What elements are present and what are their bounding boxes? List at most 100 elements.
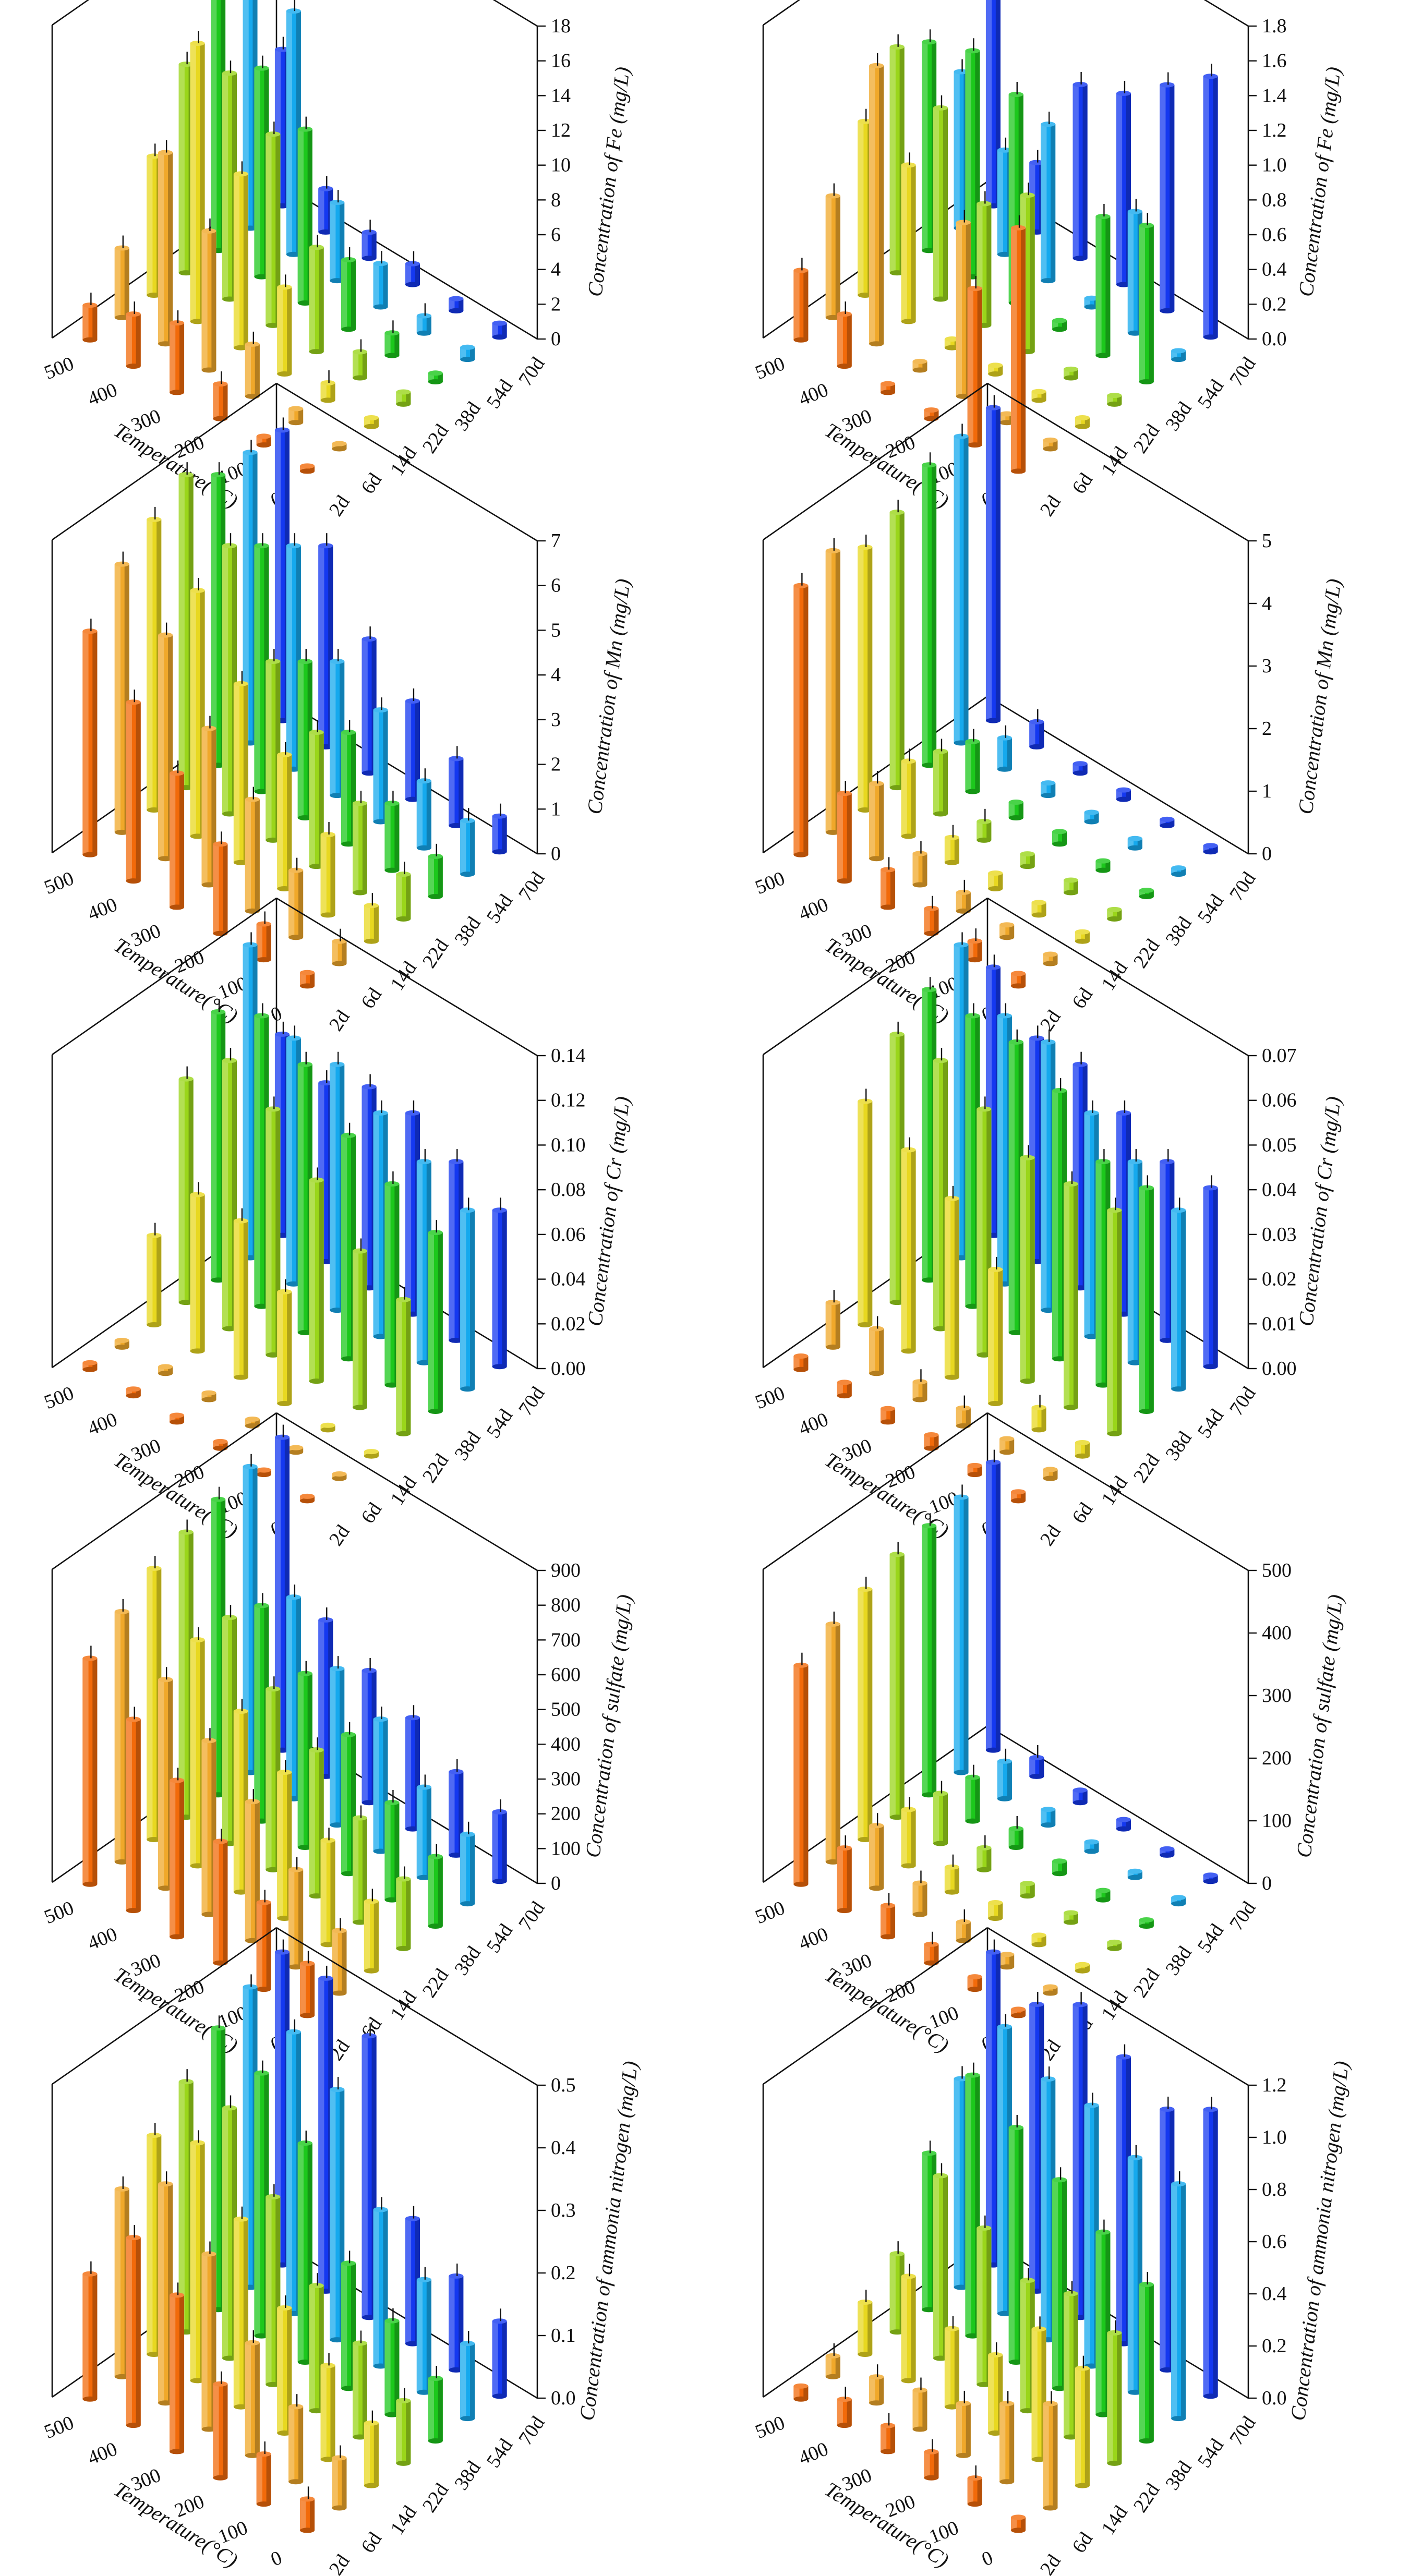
bar-highlight xyxy=(1064,1913,1070,1922)
bar-highlight xyxy=(286,546,293,769)
temperature-tick-label: 400 xyxy=(85,1408,120,1440)
bar-base xyxy=(1127,2389,1142,2395)
bar-shadow xyxy=(284,1437,290,1750)
bar-top xyxy=(297,126,312,132)
bar-top xyxy=(114,561,129,567)
bar-shadow xyxy=(1062,320,1067,330)
bar-shadow xyxy=(1084,418,1090,427)
bar-shadow xyxy=(296,546,301,769)
temperature-tick-label: 500 xyxy=(41,867,77,899)
bar-highlight xyxy=(793,2386,800,2399)
bar-base xyxy=(277,1401,292,1407)
bar-top xyxy=(190,587,205,593)
day-tick-label: 70d xyxy=(514,868,549,905)
z-tick-label: 0.03 xyxy=(1262,1224,1297,1245)
bar-highlight xyxy=(1095,216,1102,356)
bar-top xyxy=(332,1471,347,1477)
bar-top xyxy=(320,1837,335,1843)
bar xyxy=(405,251,420,287)
box-edge xyxy=(276,1927,538,2086)
bar-base xyxy=(373,819,388,825)
bar-highlight xyxy=(405,1718,412,1829)
bar xyxy=(300,970,315,989)
bar-base xyxy=(396,1945,411,1951)
bar-shadow xyxy=(426,316,431,333)
bar-top xyxy=(492,320,507,326)
bar-base xyxy=(170,390,185,395)
day-tick-label: 22d xyxy=(1129,1965,1164,2002)
bar-base xyxy=(933,2355,948,2361)
bar-base xyxy=(999,1964,1015,1970)
bar-top xyxy=(341,2260,356,2266)
bar xyxy=(460,2331,475,2422)
bar-highlight xyxy=(1064,2293,1070,2437)
bar-top xyxy=(965,48,980,54)
bar-highlight xyxy=(170,323,176,393)
day-tick-label: 54d xyxy=(483,890,517,927)
bar-shadow xyxy=(383,263,388,307)
bar xyxy=(965,1764,980,1824)
bar-shadow xyxy=(1009,2403,1015,2482)
bar-base xyxy=(999,1449,1015,1455)
bar-base xyxy=(1043,961,1058,966)
bar-shadow xyxy=(835,2355,840,2377)
bar-shadow xyxy=(1053,1469,1058,1479)
bar xyxy=(332,928,347,966)
bar-shadow xyxy=(92,1362,98,1370)
bar xyxy=(300,1951,315,2018)
bar-top xyxy=(256,921,271,927)
bar-shadow xyxy=(470,1210,475,1389)
bar xyxy=(405,1705,420,1832)
bar xyxy=(997,1748,1012,1801)
bar-base xyxy=(858,1322,873,1328)
bar-base xyxy=(288,935,304,940)
bar xyxy=(384,791,400,873)
bar-shadow xyxy=(1117,1210,1122,1434)
bar-base xyxy=(147,1837,162,1843)
bar-shadow xyxy=(362,803,367,893)
bar-highlight xyxy=(1203,1875,1209,1882)
bar-top xyxy=(1072,1061,1088,1067)
bar-top xyxy=(309,1177,324,1183)
bar-top xyxy=(881,1903,896,1908)
bar-base xyxy=(353,1405,367,1410)
bar-base xyxy=(825,1344,840,1350)
bar-highlight xyxy=(985,1462,992,1750)
bar xyxy=(1052,829,1067,847)
bar-highlight xyxy=(1052,320,1058,330)
bar-top xyxy=(361,2033,377,2039)
bar-shadow xyxy=(179,773,185,908)
bar-shadow xyxy=(502,1210,507,1367)
temperature-tick-label: 500 xyxy=(752,1382,788,1413)
z-tick-label: 2 xyxy=(551,293,561,315)
bar-shadow xyxy=(124,564,129,832)
bar-top xyxy=(965,1013,980,1019)
bar xyxy=(1011,2006,1026,2018)
bar-highlight xyxy=(396,2400,402,2463)
bar-base xyxy=(147,2352,162,2357)
bar-top xyxy=(954,2076,969,2082)
bar-shadow xyxy=(1020,227,1026,471)
bar-shadow xyxy=(975,741,980,792)
bar xyxy=(170,1768,185,1940)
bar-highlight xyxy=(1160,819,1166,826)
bar-shadow xyxy=(255,1801,260,1941)
bar-highlight xyxy=(901,165,907,322)
bar-shadow xyxy=(179,1415,185,1422)
bar-highlight xyxy=(793,270,800,340)
bar-top xyxy=(1160,2106,1175,2112)
bar-shadow xyxy=(266,924,271,960)
bar xyxy=(245,787,260,914)
bar-highlight xyxy=(869,783,875,859)
bar-top xyxy=(428,1854,443,1859)
bar-top xyxy=(222,2105,237,2111)
bar-shadow xyxy=(1020,973,1026,986)
z-axis-title: Concentration of Mn (mg/L) xyxy=(583,577,635,816)
bar-highlight xyxy=(1084,298,1090,307)
bar-base xyxy=(449,1852,464,1858)
bar-shadow xyxy=(890,2425,896,2452)
bar-base xyxy=(330,2337,345,2343)
z-tick-label: 0.6 xyxy=(1262,2231,1287,2253)
bar-top xyxy=(274,1949,290,1955)
